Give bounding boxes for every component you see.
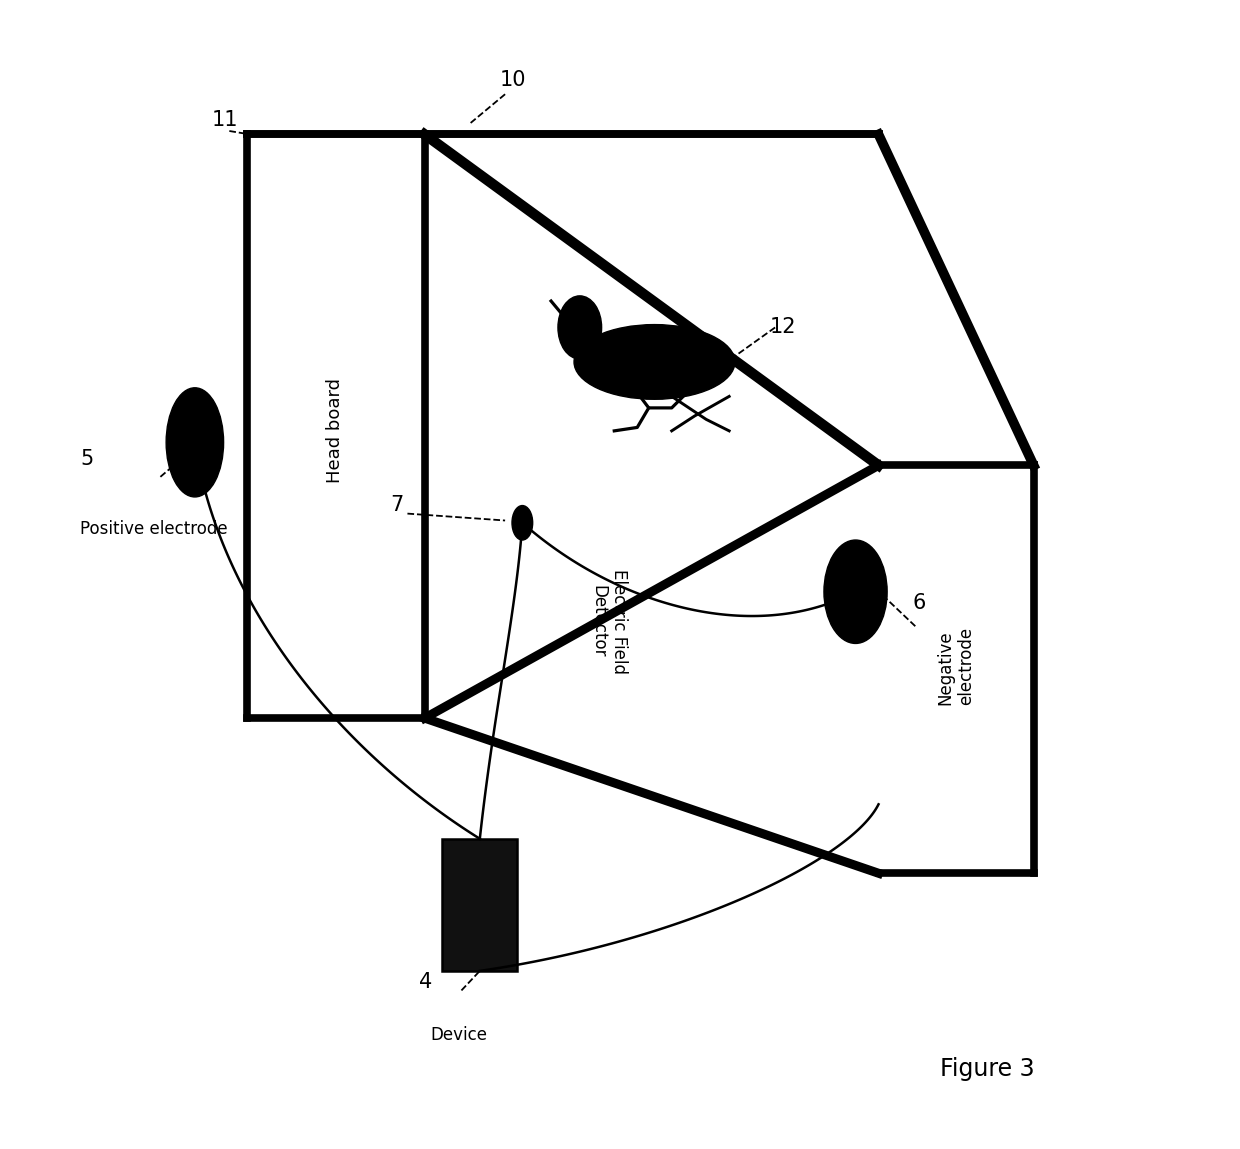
Ellipse shape [574,324,735,399]
Text: 6: 6 [913,593,926,612]
Ellipse shape [823,540,887,643]
Text: 12: 12 [769,317,796,337]
Text: Positive electrode: Positive electrode [79,520,228,538]
Text: 5: 5 [79,449,93,469]
Text: 10: 10 [500,70,526,90]
Ellipse shape [558,296,601,358]
Bar [441,839,517,971]
Text: 11: 11 [212,110,238,130]
Ellipse shape [512,506,533,540]
Ellipse shape [166,388,223,496]
Text: Head board: Head board [326,378,343,484]
Text: Electric Field
Detector: Electric Field Detector [589,569,627,673]
Text: Figure 3: Figure 3 [940,1057,1035,1080]
Text: Device: Device [430,1026,487,1043]
Text: 4: 4 [419,972,433,992]
Text: 7: 7 [391,495,403,515]
Text: Negative
electrode: Negative electrode [936,626,975,704]
